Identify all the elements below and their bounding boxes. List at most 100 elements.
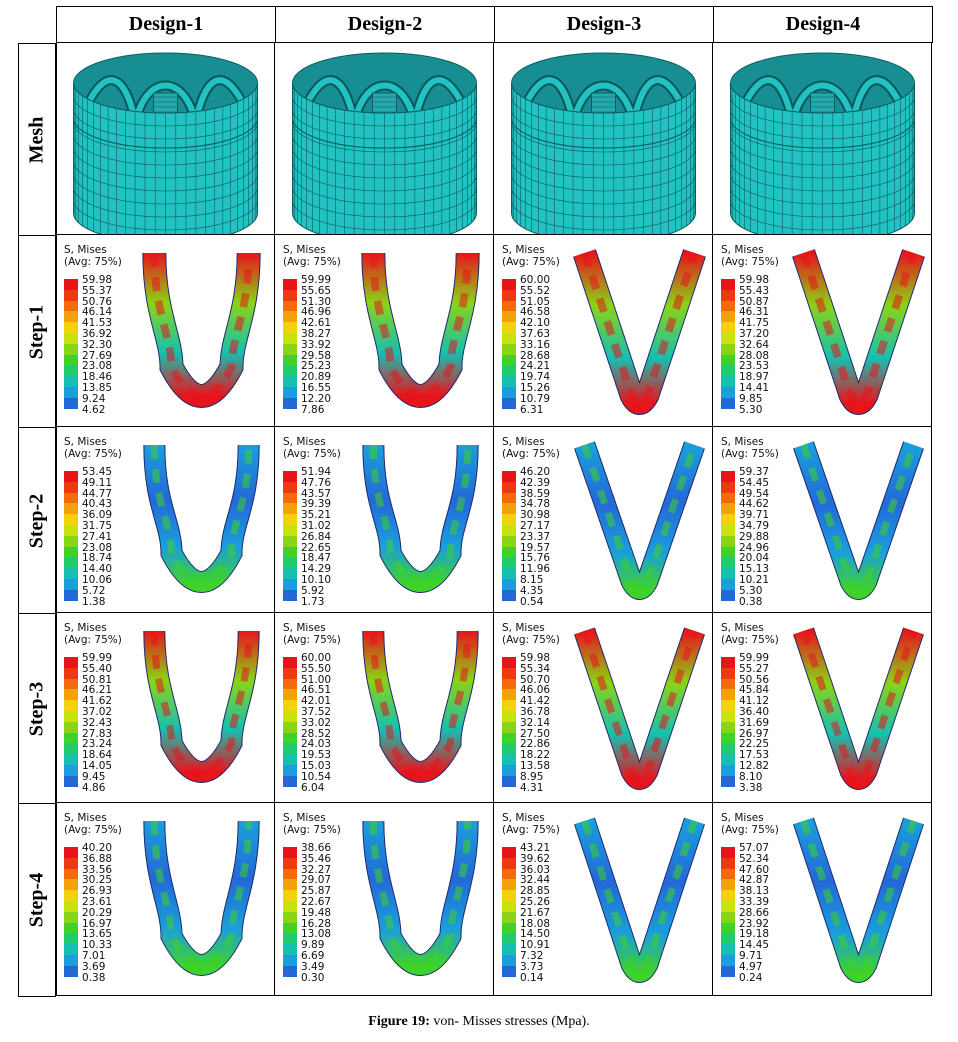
legend-color-band	[283, 857, 297, 869]
legend-color-band	[502, 568, 516, 579]
mesh-cell	[713, 43, 932, 235]
legend-value: 55.37	[82, 284, 113, 297]
legend-color-band	[283, 525, 297, 536]
legend-color-band	[721, 847, 735, 858]
legend-subtitle: (Avg: 75%)	[502, 823, 560, 836]
legend-value: 28.08	[739, 349, 770, 362]
legend-value: 7.32	[520, 950, 544, 962]
legend-value: 16.28	[301, 917, 332, 930]
stress-cell: S, Mises (Avg: 75%) 59.98 55.37 50.76 46.14 41…	[56, 235, 275, 427]
legend-title: S, Mises	[283, 812, 326, 824]
legend-color-band	[64, 911, 78, 923]
legend-color-band	[283, 568, 297, 579]
stress-cell: S, Mises (Avg: 75%) 57.07 52.34 47.60 42.87 38…	[713, 803, 932, 996]
legend-color-band	[502, 311, 516, 323]
legend-color-band	[502, 279, 516, 290]
legend-color-band	[64, 333, 78, 344]
legend-color-band	[721, 667, 735, 679]
legend-color-band	[283, 879, 297, 891]
legend-value: 27.83	[82, 727, 113, 740]
legend-value: 28.85	[520, 885, 551, 898]
legend-value: 5.30	[739, 584, 763, 597]
row-label-text: Step-1	[25, 304, 48, 359]
legend-color-band	[502, 579, 516, 590]
stress-legend: S, Mises (Avg: 75%) 59.98 55.37 50.76 46.14 41…	[64, 245, 122, 415]
legend-value: 49.11	[82, 476, 113, 489]
column-header: Design-4	[713, 6, 933, 43]
legend-subtitle: (Avg: 75%)	[502, 633, 560, 646]
legend-title: S, Mises	[721, 812, 764, 824]
legend-value: 41.12	[739, 695, 770, 708]
legend-value: 30.98	[520, 509, 551, 522]
legend-value: 10.33	[82, 939, 113, 952]
legend-title: S, Mises	[502, 812, 545, 824]
legend-value: 36.09	[82, 509, 113, 522]
stress-legend: S, Mises (Avg: 75%) 59.99 55.27 50.56 45.84 41…	[721, 623, 779, 793]
stress-cell: S, Mises (Avg: 75%) 59.99 55.27 50.56 45.84 41…	[713, 613, 932, 803]
legend-value: 14.50	[520, 928, 551, 941]
column-header: Design-3	[494, 6, 714, 43]
legend-color-band	[64, 754, 78, 765]
legend-color-band	[64, 376, 78, 387]
legend-value: 19.74	[520, 371, 551, 384]
legend-color-band	[283, 743, 297, 755]
legend-value: 57.07	[739, 842, 770, 854]
legend-value: 20.89	[301, 371, 332, 384]
legend-subtitle: (Avg: 75%)	[283, 823, 341, 836]
legend-color-band	[64, 944, 78, 955]
legend-value: 9.71	[739, 950, 763, 962]
legend-value: 16.97	[82, 917, 113, 930]
legend-title: S, Mises	[283, 436, 326, 448]
legend-value: 41.53	[82, 317, 113, 330]
legend-value: 5.92	[301, 584, 325, 597]
legend-color-band	[502, 343, 516, 355]
legend-value: 43.21	[520, 842, 551, 854]
legend-color-band	[64, 343, 78, 355]
legend-value: 23.24	[82, 738, 113, 751]
legend-color-band	[721, 743, 735, 755]
legend-color-band	[502, 354, 516, 366]
legend-value: 32.27	[301, 863, 332, 876]
stress-legend: S, Mises (Avg: 75%) 59.98 55.43 50.87 46.31 41…	[721, 245, 779, 415]
legend-value: 33.02	[301, 716, 332, 729]
legend-color-band	[283, 667, 297, 679]
legend-value: 29.58	[301, 349, 332, 362]
legend-color-band	[283, 847, 297, 858]
legend-title: S, Mises	[283, 622, 326, 634]
legend-color-band	[283, 868, 297, 880]
legend-subtitle: (Avg: 75%)	[502, 447, 560, 460]
legend-color-band	[502, 589, 516, 601]
legend-value: 28.52	[301, 727, 332, 740]
legend-value: 13.08	[301, 928, 332, 941]
legend-color-band	[502, 955, 516, 966]
legend-value: 33.92	[301, 338, 332, 351]
legend-value: 19.48	[301, 906, 332, 919]
legend-color-band	[283, 503, 297, 515]
legend-value: 38.59	[520, 487, 551, 500]
legend-subtitle: (Avg: 75%)	[283, 447, 341, 460]
legend-value: 60.00	[301, 652, 332, 664]
legend-value: 29.88	[739, 530, 770, 543]
row-label-text: Step-3	[25, 681, 48, 736]
legend-value: 4.62	[82, 403, 106, 416]
legend-title: S, Mises	[64, 622, 107, 634]
legend-value: 4.35	[520, 584, 544, 597]
legend-color-band	[502, 879, 516, 891]
legend-color-band	[64, 965, 78, 977]
legend-value: 39.62	[520, 852, 551, 865]
legend-color-band	[502, 847, 516, 858]
legend-value: 26.84	[301, 530, 332, 543]
legend-color-band	[502, 743, 516, 755]
legend-value: 45.84	[739, 684, 770, 697]
legend-value: 59.99	[739, 652, 770, 664]
row-label: Step-4	[18, 803, 56, 997]
legend-value: 3.73	[520, 960, 544, 973]
legend-value: 14.05	[82, 760, 113, 772]
legend-color-band	[502, 289, 516, 301]
legend-value: 13.65	[82, 928, 113, 941]
legend-color-band	[502, 890, 516, 901]
column-header: Design-1	[56, 6, 276, 43]
legend-value: 55.52	[520, 284, 551, 297]
legend-color-band	[64, 322, 78, 333]
legend-value: 18.22	[520, 749, 551, 762]
